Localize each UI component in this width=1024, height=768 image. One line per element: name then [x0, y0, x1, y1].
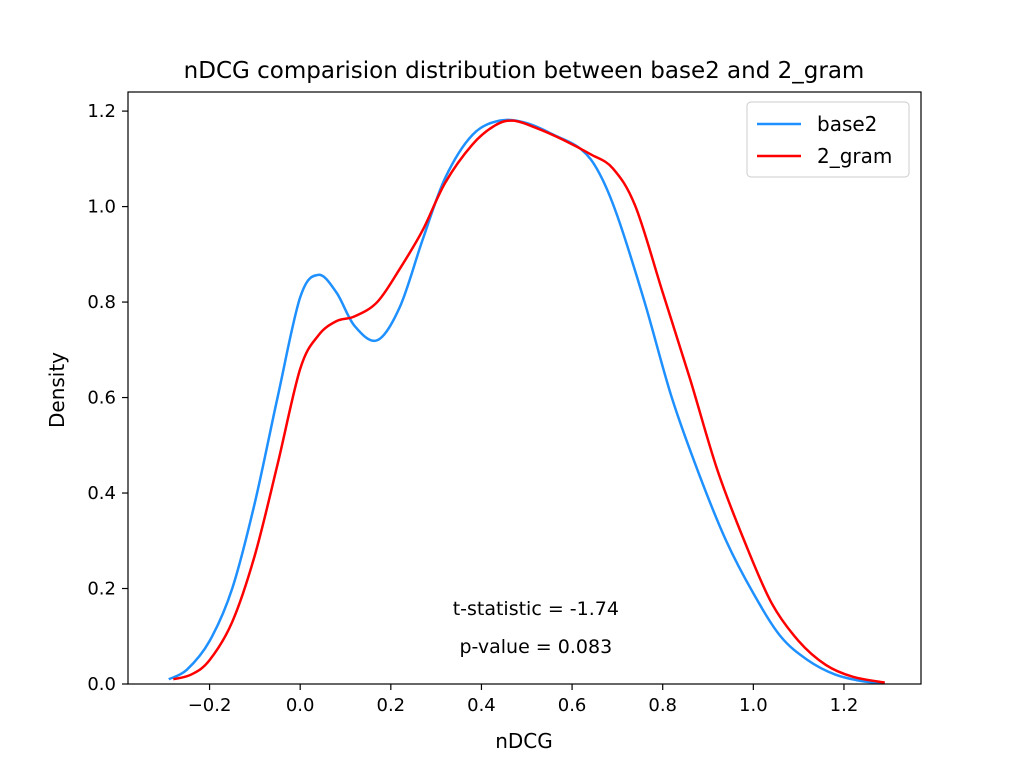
series-group: [168, 118, 885, 685]
x-tick-label: 0.6: [558, 695, 587, 716]
legend-label-base2: base2: [817, 112, 877, 136]
legend-box: [746, 101, 910, 178]
x-tick-label: 1.2: [830, 695, 859, 716]
x-tick-label: 0.8: [648, 695, 677, 716]
x-tick-label: 0.0: [286, 695, 315, 716]
x-tick-label: 1.0: [739, 695, 768, 716]
y-tick-label: 0.8: [87, 292, 116, 313]
x-axis-label: nDCG: [495, 729, 553, 753]
x-tick-label: 0.4: [467, 695, 496, 716]
series-line-base2: [168, 118, 885, 685]
y-tick-label: 1.2: [87, 101, 116, 122]
legend: base2 2_gram: [746, 101, 910, 178]
plot-area: [127, 91, 922, 685]
y-tick-label: 0.2: [87, 579, 116, 600]
legend-label-2-gram: 2_gram: [817, 144, 892, 168]
p-value-annotation: p-value = 0.083: [459, 636, 612, 658]
x-tick-label: 0.2: [377, 695, 406, 716]
stats-annotations: t-statistic = -1.74 p-value = 0.083: [453, 598, 619, 658]
y-tick-label: 0.4: [87, 483, 116, 504]
y-tick-label: 0.0: [87, 674, 116, 695]
axes-frame: [127, 91, 922, 685]
x-axis-ticks: −0.2 0.0 0.2 0.4 0.6 0.8 1.0 1.2: [188, 684, 859, 716]
chart-title: nDCG comparision distribution between ba…: [184, 58, 865, 84]
series-line-2-gram: [172, 119, 885, 684]
y-tick-label: 1.0: [87, 197, 116, 218]
y-tick-label: 0.6: [87, 388, 116, 409]
x-tick-label: −0.2: [188, 695, 232, 716]
t-statistic-annotation: t-statistic = -1.74: [453, 598, 619, 620]
y-axis-ticks: 0.0 0.2 0.4 0.6 0.8 1.0 1.2: [87, 101, 128, 695]
y-axis-label: Density: [45, 352, 69, 428]
